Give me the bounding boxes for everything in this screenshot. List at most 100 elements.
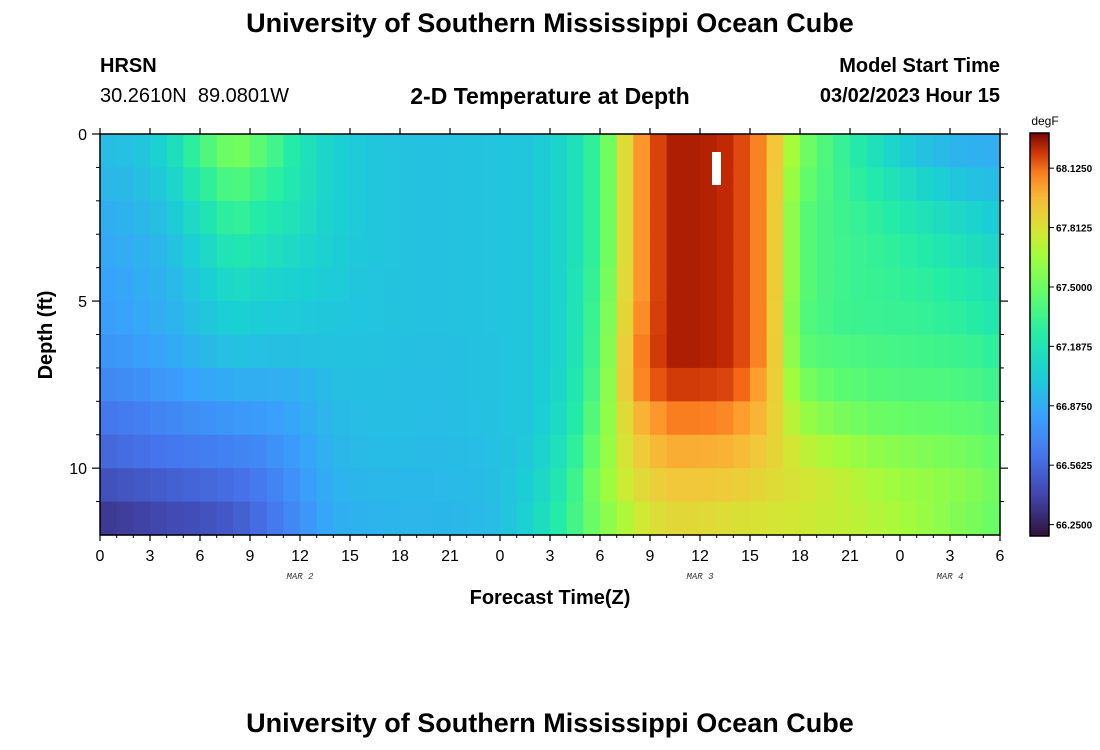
heatmap-cell <box>150 234 168 269</box>
heatmap-cell <box>833 434 851 469</box>
heatmap-cell <box>700 468 718 503</box>
heatmap-cell <box>300 234 318 269</box>
heatmap-cell <box>116 134 134 169</box>
heatmap-cell <box>466 267 484 302</box>
heatmap-cell <box>300 167 318 202</box>
heatmap-cell <box>433 267 451 302</box>
heatmap-cell <box>483 167 501 202</box>
heatmap-cell <box>416 234 434 269</box>
colorbar: degF 66.2500 66.5625 66.8750 67.1875 67.5000… <box>1029 114 1093 537</box>
heatmap-cell <box>800 334 818 369</box>
heatmap-cell <box>266 267 284 302</box>
heatmap-cell <box>333 200 351 235</box>
heatmap-cell <box>333 468 351 503</box>
heatmap-cell <box>766 468 784 503</box>
heatmap-cell <box>516 200 534 235</box>
heatmap-cell <box>300 267 318 302</box>
heatmap-cell <box>850 434 868 469</box>
colorbar-tick-label: 67.1875 <box>1056 342 1093 353</box>
heatmap-cell <box>800 401 818 436</box>
heatmap-cell <box>883 167 901 202</box>
heatmap-cell <box>516 301 534 336</box>
heatmap-cell <box>683 134 701 169</box>
heatmap-cell <box>983 200 1001 235</box>
heatmap-cell <box>933 334 951 369</box>
heatmap-cell <box>466 234 484 269</box>
heatmap-cell <box>200 401 218 436</box>
heatmap-cell <box>700 401 718 436</box>
heatmap-cell <box>133 200 151 235</box>
heatmap-cell <box>200 301 218 336</box>
heatmap-cell <box>816 234 834 269</box>
heatmap-cell <box>866 301 884 336</box>
heatmap-cell <box>433 234 451 269</box>
heatmap-cell <box>850 334 868 369</box>
heatmap-cell <box>850 167 868 202</box>
heatmap-cell <box>650 167 668 202</box>
y-axis-label: Depth (ft) <box>35 291 57 380</box>
heatmap-cell <box>866 200 884 235</box>
heatmap-cell <box>266 401 284 436</box>
heatmap-cell <box>350 334 368 369</box>
heatmap-cell <box>133 401 151 436</box>
colorbar-tick-label: 66.2500 <box>1056 521 1093 532</box>
heatmap-cell <box>116 468 134 503</box>
heatmap-cell <box>366 167 384 202</box>
x-tick-label: 15 <box>741 548 759 565</box>
heatmap-cell <box>483 501 501 536</box>
heatmap-cell <box>150 468 168 503</box>
heatmap-cell <box>750 334 768 369</box>
heatmap-cell <box>333 401 351 436</box>
heatmap-cell <box>216 167 234 202</box>
heatmap-cell <box>783 401 801 436</box>
heatmap-cell <box>966 367 984 402</box>
heatmap-cell <box>500 434 518 469</box>
heatmap-cell <box>333 134 351 169</box>
heatmap-cell <box>583 367 601 402</box>
heatmap-cell <box>766 434 784 469</box>
heatmap-cell <box>816 334 834 369</box>
heatmap-cell <box>133 367 151 402</box>
heatmap-cell <box>983 167 1001 202</box>
heatmap-cell <box>266 334 284 369</box>
heatmap-cell <box>200 501 218 536</box>
heatmap-cell <box>800 167 818 202</box>
heatmap-cell <box>900 167 918 202</box>
model-start-value: 03/02/2023 Hour 15 <box>819 85 1000 107</box>
heatmap-cell <box>566 434 584 469</box>
heatmap-cell <box>250 468 268 503</box>
heatmap-cell <box>100 167 118 202</box>
heatmap-cell <box>983 434 1001 469</box>
heatmap-cell <box>550 234 568 269</box>
colorbar-tick-label: 68.1250 <box>1056 164 1093 175</box>
heatmap-cell <box>200 134 218 169</box>
heatmap-cell <box>850 234 868 269</box>
heatmap-cell <box>966 501 984 536</box>
heatmap-cell <box>833 468 851 503</box>
heatmap-cell <box>283 468 301 503</box>
heatmap-cell <box>916 468 934 503</box>
heatmap-cell <box>916 401 934 436</box>
heatmap-cell <box>216 234 234 269</box>
heatmap-cell <box>416 200 434 235</box>
heatmap-cell <box>950 501 968 536</box>
heatmap-cell <box>616 468 634 503</box>
heatmap-cell <box>533 367 551 402</box>
heatmap-cell <box>583 434 601 469</box>
heatmap-cell <box>566 200 584 235</box>
x-axis: 0 3 6 9 12 15 18 21 0 3 6 9 12 15 18 21 0 3 6 MAR 2 MAR 3 MAR… <box>96 128 1005 582</box>
heatmap-cell <box>683 200 701 235</box>
heatmap-cell <box>883 200 901 235</box>
heatmap-cell <box>100 367 118 402</box>
heatmap-cell <box>650 234 668 269</box>
heatmap-cell <box>550 468 568 503</box>
heatmap-cell <box>916 234 934 269</box>
heatmap-cell <box>166 301 184 336</box>
heatmap-cell <box>916 301 934 336</box>
heatmap-cell <box>483 267 501 302</box>
heatmap-cell <box>150 367 168 402</box>
heatmap-cell <box>866 367 884 402</box>
heatmap-cell <box>233 301 251 336</box>
heatmap-cell <box>166 267 184 302</box>
heatmap-cell <box>566 134 584 169</box>
